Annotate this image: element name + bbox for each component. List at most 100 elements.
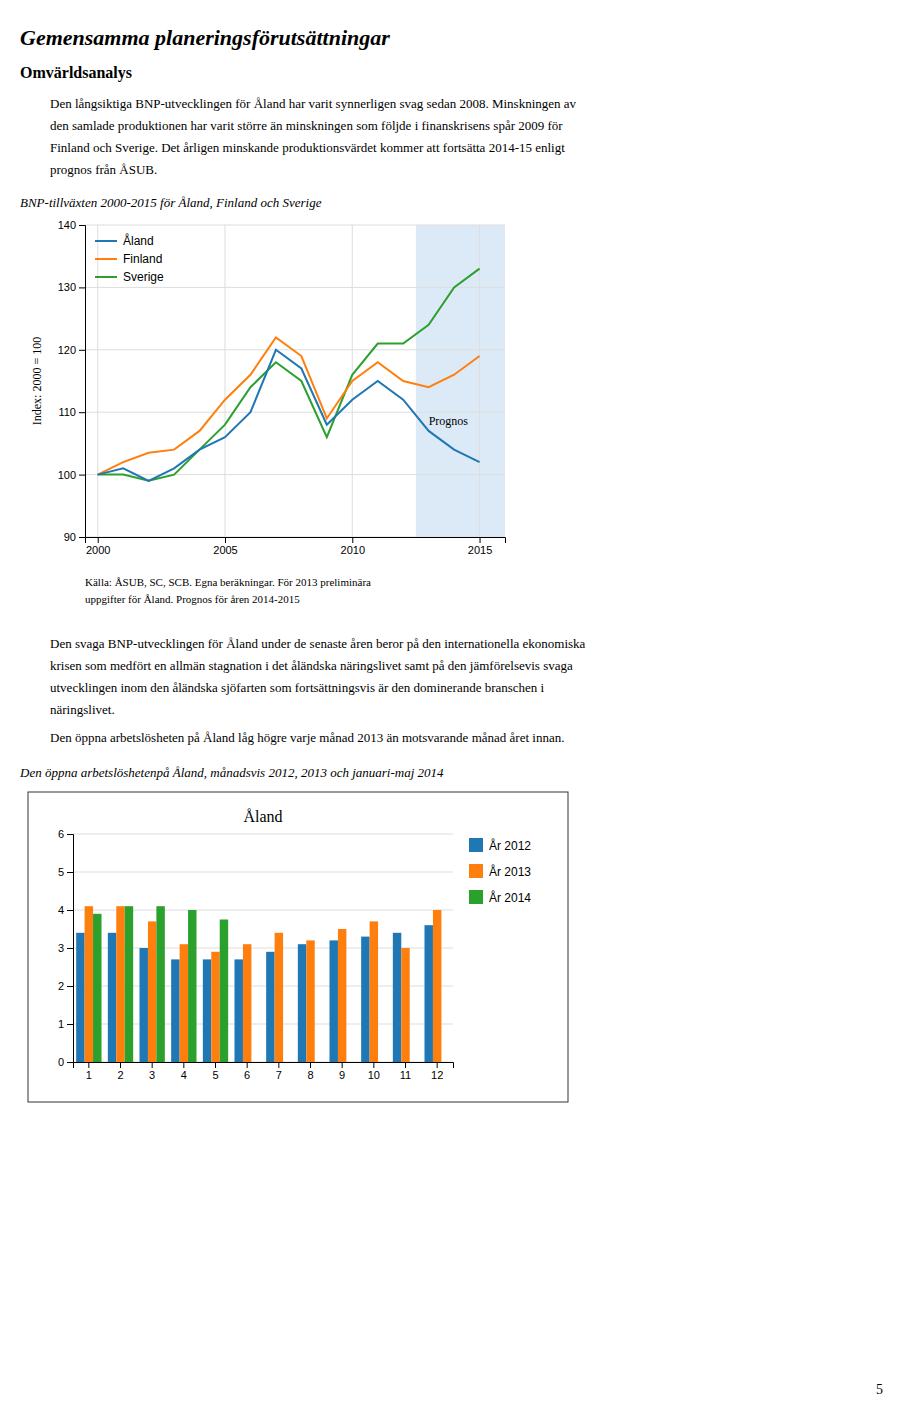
plot-area (98, 269, 480, 481)
y-axis-tick-label: 1 (58, 1018, 64, 1030)
chart-subtitle: Åland (243, 808, 282, 825)
page-title: Gemensamma planeringsförutsättningar (20, 25, 390, 50)
bar (306, 940, 314, 1062)
x-axis-tick-label: 1 (86, 1069, 92, 1081)
x-axis-tick-label: 2000 (86, 544, 110, 556)
series-line (98, 337, 480, 474)
legend-item: År 2012 (469, 838, 531, 853)
x-axis-tick: 7 (276, 1062, 282, 1081)
grid-line-y (73, 834, 453, 835)
y-axis-tick-label: 5 (58, 866, 64, 878)
y-axis: 90100110120130140 (58, 219, 86, 543)
prognos-span (416, 225, 505, 537)
x-axis: 2000200520102015 (86, 537, 506, 556)
legend: ÅlandFinlandSverige (95, 233, 164, 284)
bar (370, 921, 378, 1062)
x-axis-tick: 2005 (213, 537, 237, 556)
y-axis-tick-mark (67, 834, 73, 835)
bar (243, 944, 251, 1062)
grid-line-y (85, 474, 505, 475)
bar (393, 933, 401, 1062)
x-axis-tick-mark (120, 1062, 121, 1068)
chart-frame (28, 792, 568, 1102)
y-axis-tick: 100 (58, 469, 85, 481)
bar (433, 910, 441, 1062)
bar (361, 937, 369, 1062)
x-axis-tick-label: 6 (244, 1069, 250, 1081)
y-axis-tick: 120 (58, 344, 85, 356)
x-axis-tick-mark (373, 1062, 374, 1068)
grid-line-x (479, 225, 480, 537)
y-axis-tick-label: 0 (58, 1056, 64, 1068)
y-axis-tick-mark (67, 1062, 73, 1063)
y-axis-tick: 3 (58, 942, 73, 954)
y-axis-tick: 6 (58, 828, 73, 840)
grid (73, 834, 453, 1062)
x-axis-tick-label: 8 (307, 1069, 313, 1081)
y-axis-tick-label: 4 (58, 904, 64, 916)
y-axis-tick-mark (67, 986, 73, 987)
span-layer (416, 225, 505, 537)
x-axis-tick-mark (88, 1062, 89, 1068)
series-line (98, 269, 480, 481)
x-axis-tick-mark (152, 1062, 153, 1068)
legend-label: Sverige (123, 270, 164, 284)
legend-swatch (95, 258, 117, 260)
section-title: Omvärldsanalys (20, 64, 132, 82)
x-axis-tick: 2015 (468, 537, 492, 556)
y-axis-tick-label: 110 (58, 406, 76, 418)
paragraph-line: krisen som medfört en allmän stagnation … (50, 658, 573, 673)
x-axis-tick: 2 (117, 1062, 123, 1081)
bar (338, 929, 346, 1062)
x-axis-tick-label: 3 (149, 1069, 155, 1081)
y-axis-tick: 110 (58, 406, 85, 418)
x-axis-tick: 5 (212, 1062, 218, 1081)
x-axis-tick: 2000 (86, 537, 110, 556)
paragraph-line: Den svaga BNP-utvecklingen för Åland und… (50, 636, 586, 651)
x-axis-tick-mark (183, 1062, 184, 1068)
bar (93, 914, 101, 1062)
legend-item: År 2013 (469, 864, 531, 879)
y-axis-tick-label: 6 (58, 828, 64, 840)
legend-label: Åland (123, 233, 154, 248)
x-axis-tick-mark (225, 537, 226, 543)
y-axis: 0123456 (58, 828, 74, 1068)
y-axis-tick: 4 (58, 904, 73, 916)
x-axis-tick-label: 12 (431, 1069, 443, 1081)
bar (211, 952, 219, 1062)
bar (125, 906, 133, 1062)
y-axis-tick-mark (79, 287, 85, 288)
bar (188, 910, 196, 1062)
x-axis-tick-mark (480, 537, 481, 543)
x-axis-tick-label: 5 (212, 1069, 218, 1081)
page: Gemensamma planeringsförutsättningar Omvä… (0, 0, 908, 1412)
y-axis-tick: 5 (58, 866, 73, 878)
x-axis-tick-label: 4 (181, 1069, 187, 1081)
x-axis-tick-mark (278, 1062, 279, 1068)
bar (156, 906, 164, 1062)
paragraph-line: prognos från ÅSUB. (50, 162, 157, 177)
bar (140, 948, 148, 1062)
legend-label: År 2013 (489, 864, 531, 879)
y-axis-line (67, 835, 74, 1063)
x-axis-tick-mark (405, 1062, 406, 1068)
legend-item: År 2014 (469, 890, 531, 905)
series-line (98, 350, 480, 481)
x-axis-tick: 10 (368, 1062, 380, 1081)
y-axis-tick-mark (79, 350, 85, 351)
paragraph-line: utvecklingen inom den åländska sjöfarten… (50, 680, 545, 695)
page-number: 5 (876, 1382, 883, 1397)
paragraph-line: den samlade produktionen har varit störr… (50, 118, 563, 133)
y-axis-tick-label: 100 (58, 469, 76, 481)
legend-swatch (469, 838, 483, 852)
x-axis-tick-mark (352, 537, 353, 543)
x-axis-tick-label: 10 (368, 1069, 380, 1081)
bar (330, 940, 338, 1062)
bar (108, 933, 116, 1062)
bar (148, 921, 156, 1062)
y-axis-tick-mark (79, 412, 85, 413)
legend-swatch (469, 864, 483, 878)
x-axis-tick: 3 (149, 1062, 155, 1081)
bar (116, 906, 124, 1062)
grid-line-y (85, 225, 505, 226)
